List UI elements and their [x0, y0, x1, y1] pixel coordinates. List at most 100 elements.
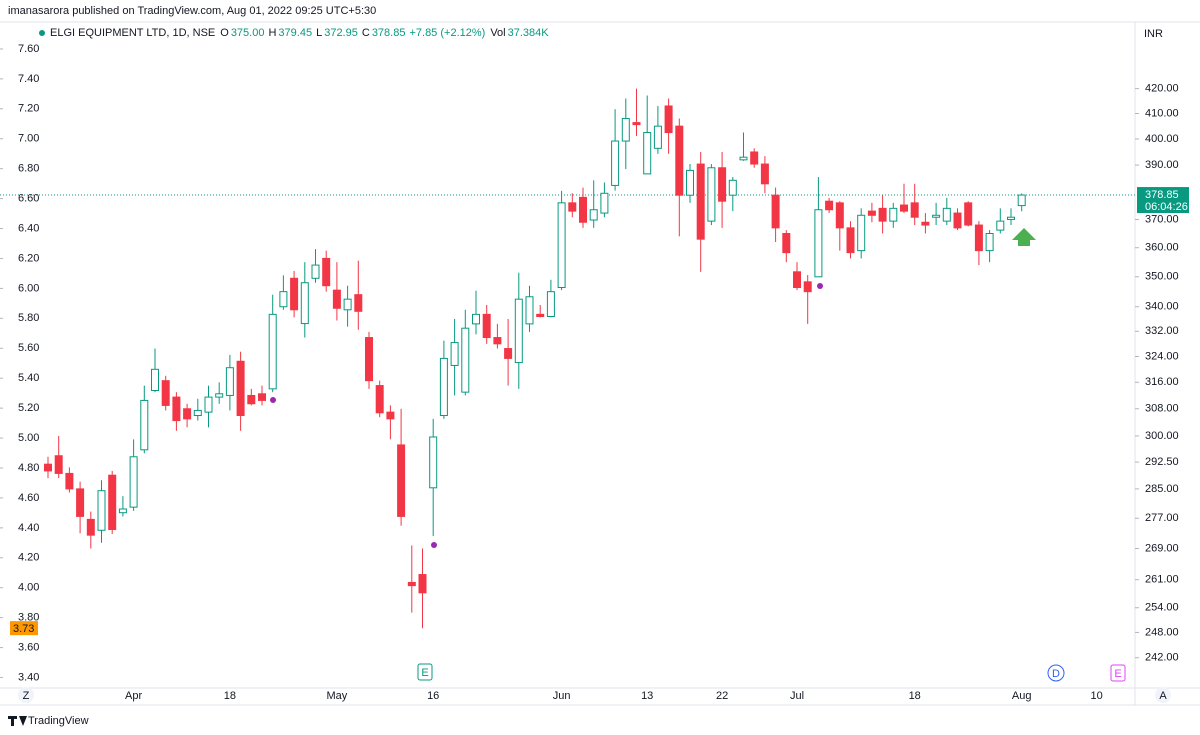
- y-tick-label: 410.00: [1145, 107, 1179, 119]
- candle-body: [450, 342, 459, 366]
- candle-body: [525, 296, 534, 325]
- legend-text: 37.384K: [508, 27, 550, 39]
- y-tick-label: 420.00: [1145, 83, 1179, 95]
- candle-body: [514, 298, 523, 364]
- candle-body: [867, 210, 876, 216]
- last-price-label: 378.85: [1145, 189, 1179, 201]
- event-dot: [270, 397, 276, 403]
- event-dot: [431, 542, 437, 548]
- candle-body: [900, 204, 908, 212]
- legend-text: ELGI EQUIPMENT LTD, 1D, NSE: [50, 27, 215, 39]
- candle-body: [386, 411, 395, 420]
- button-label[interactable]: A: [1159, 690, 1167, 702]
- candle-body: [225, 367, 234, 396]
- candle-body: [985, 232, 994, 252]
- candle-body: [750, 151, 759, 165]
- y-tick-label: 285.00: [1145, 483, 1179, 495]
- candle-body: [418, 574, 427, 594]
- candle-body: [204, 396, 213, 413]
- candle-body: [996, 220, 1005, 231]
- event-label[interactable]: E: [421, 667, 428, 679]
- candle-body: [236, 360, 245, 416]
- event-label[interactable]: E: [1114, 668, 1121, 680]
- y2-tick-label: 4.60: [18, 492, 39, 504]
- x-tick-label: May: [327, 690, 348, 702]
- button-label[interactable]: Z: [23, 690, 30, 702]
- x-tick-label: 16: [427, 690, 439, 702]
- event-label[interactable]: D: [1052, 668, 1060, 680]
- candle-body: [86, 518, 95, 536]
- candle-body: [343, 298, 352, 311]
- arrow-annotation: [1012, 228, 1036, 246]
- candle-body: [696, 163, 705, 240]
- candle-body: [193, 409, 202, 416]
- candle-body: [354, 294, 363, 312]
- candle-body: [129, 456, 138, 508]
- candle-body: [579, 196, 587, 223]
- candle-body: [504, 348, 513, 359]
- candle-body: [97, 490, 106, 531]
- candle-body: [771, 194, 780, 229]
- x-tick-label: Aug: [1012, 690, 1032, 702]
- candle-body: [472, 313, 480, 325]
- candle-body: [172, 396, 181, 422]
- y2-tick-label: 3.40: [18, 671, 39, 683]
- button[interactable]: [18, 687, 34, 703]
- event-box[interactable]: [417, 663, 433, 681]
- candle-body: [375, 385, 384, 414]
- y-tick-label: 400.00: [1145, 133, 1179, 145]
- button[interactable]: [1155, 687, 1171, 703]
- candle-body: [76, 488, 85, 517]
- candle-body: [557, 202, 566, 288]
- event-box[interactable]: [1110, 664, 1126, 682]
- candle-body: [140, 399, 149, 451]
- y-tick-label: 277.00: [1145, 512, 1179, 524]
- legend-text: O: [220, 27, 229, 39]
- candle-body: [760, 163, 769, 185]
- candle-body: [921, 221, 930, 226]
- candle-body: [54, 455, 63, 474]
- countdown: 06:04:26: [1145, 201, 1188, 213]
- candle-body: [439, 357, 448, 416]
- candle-body: [632, 122, 641, 126]
- candle-body: [65, 472, 74, 490]
- legend-text: 378.85: [372, 27, 406, 39]
- y2-tick-label: 6.20: [18, 252, 39, 264]
- event-circle[interactable]: [1047, 664, 1065, 682]
- candle-body: [332, 289, 341, 309]
- candle-body: [686, 169, 694, 196]
- candle-body: [589, 209, 598, 221]
- candle-body: [643, 132, 652, 175]
- candle-body: [718, 167, 727, 202]
- currency: INR: [1144, 28, 1163, 40]
- y2-tick-label: 7.60: [18, 43, 39, 55]
- y-tick-label: 308.00: [1145, 403, 1179, 415]
- legend-text: Vol: [490, 27, 505, 39]
- y2-tick-label: 5.20: [18, 402, 39, 414]
- y-tick-label: 269.00: [1145, 542, 1179, 554]
- candle-body: [846, 227, 855, 254]
- y2-marker-box: [10, 621, 38, 636]
- candle-body: [814, 209, 823, 278]
- y-tick-label: 360.00: [1145, 242, 1179, 254]
- x-tick-label: Jul: [790, 690, 804, 702]
- candle-body: [429, 436, 438, 489]
- candle-body: [675, 125, 684, 196]
- candle-body: [1007, 216, 1015, 220]
- candle-body: [44, 463, 52, 472]
- candle-body: [536, 313, 545, 317]
- y2-tick-label: 3.80: [18, 612, 39, 624]
- candle-body: [407, 581, 416, 587]
- x-tick-label: 18: [224, 690, 236, 702]
- candle-body: [482, 313, 491, 339]
- candle-body: [878, 207, 887, 222]
- y2-tick-label: 5.40: [18, 372, 39, 384]
- candle-body: [161, 380, 170, 406]
- candle-body: [857, 214, 866, 252]
- candle-body: [268, 313, 277, 390]
- y2-tick-label: 6.60: [18, 193, 39, 205]
- candle-body: [461, 327, 470, 393]
- candle-body: [568, 202, 577, 212]
